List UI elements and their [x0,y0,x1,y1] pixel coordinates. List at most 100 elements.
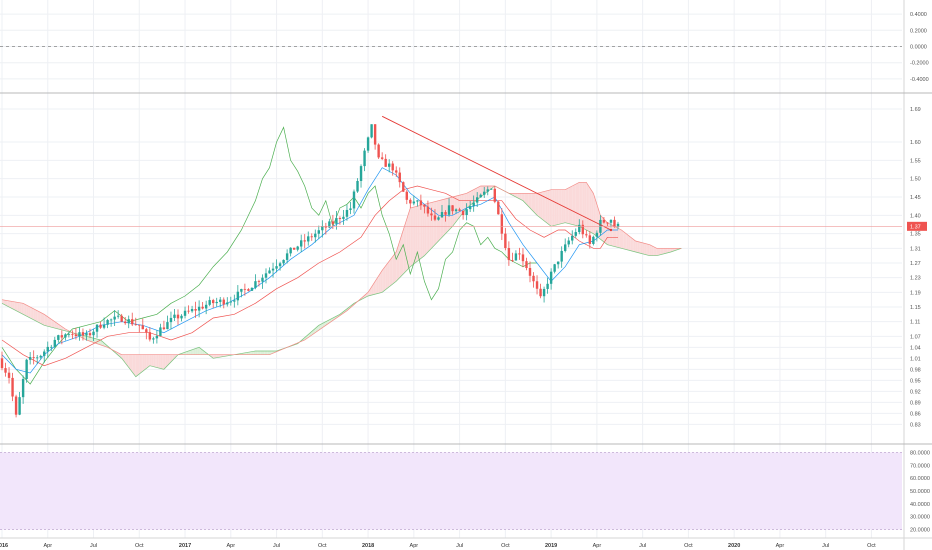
candle-down [138,324,141,326]
candle-down [0,358,4,369]
cloud-segment [2,299,4,305]
cloud-segment [581,182,583,229]
candle-up [296,246,299,250]
cloud-segment [151,354,154,367]
candle-down [310,236,313,238]
candle-up [95,324,99,332]
candle-up [240,288,243,292]
candle-down [257,281,261,282]
cloud-segment [658,248,661,256]
cloud-segment [427,202,430,252]
candle-down [88,333,92,336]
cloud-segment [58,324,61,330]
cloud-segment [380,270,383,293]
candle-up [183,310,187,316]
x-tick-label: Oct [135,543,144,549]
cloud-segment [408,208,411,269]
cloud-segment [390,256,393,286]
cloud-segment [647,244,650,256]
candle-down [426,206,430,214]
candle-down [398,172,401,183]
candle-up [370,124,373,138]
cloud-segment [220,354,222,358]
cloud-segment [197,347,200,355]
candle-up [542,288,546,297]
x-tick-label: 2016 [0,543,8,549]
cloud-segment [595,198,597,237]
candle-down [131,319,134,325]
cloud-segment [155,354,157,368]
cloud-segment [530,193,532,210]
cloud-segment [640,242,643,254]
cloud-segment [670,248,673,252]
cloud-segment [158,354,161,369]
candle-up [261,277,264,282]
cloud-segment [394,252,397,283]
trend-line-segment [381,115,612,231]
cloud-segment [46,315,48,327]
candle-down [4,368,7,373]
cloud-segment [149,354,152,367]
candle-down [373,124,377,145]
candle-down [588,235,592,244]
cloud-segment [246,352,249,355]
cloud-segment [200,348,203,355]
candle-up [53,339,56,347]
cloud-segment [37,310,39,323]
cloud-segment [521,193,523,201]
cloud-segment [440,199,442,240]
candle-up [155,335,159,339]
price-pane[interactable] [0,115,902,418]
cloud-segment [125,354,127,366]
cloud-segment [399,235,402,278]
x-tick-label: Apr [43,543,52,549]
y-tick-label: 0.95 [910,378,921,384]
candle-down [141,325,144,330]
cloud-segment [468,191,471,207]
candle-down [145,329,148,333]
candle-down [409,199,412,204]
cloud-segment [258,351,261,355]
cloud-segment [163,354,166,370]
candle-up [190,309,194,312]
cloud-segment [651,245,654,256]
cloud-segment [584,182,587,230]
candle-up [560,250,563,262]
cloud-segment [266,351,268,355]
oscillator-bottom-pane[interactable] [0,452,902,530]
cloud-segment [190,349,193,355]
cloud-segment [559,189,562,225]
cloud-segment [23,303,25,316]
cloud-segment [273,351,275,354]
candle-down [292,247,296,250]
cloud-segment [424,203,427,256]
candle-down [458,209,461,211]
candle-down [247,289,250,291]
ichimoku-lines [1,126,618,385]
candle-down [162,327,166,330]
cloud-segment [436,200,439,243]
cloud-segment [51,319,54,328]
cloud-segment [480,186,483,197]
y-tick-label: 60.0000 [910,476,930,482]
cloud-segment [463,193,465,213]
candle-down [120,315,123,322]
candle-up [102,324,106,328]
y-tick-label: 50.0000 [910,489,930,495]
cloud-segment [250,351,252,355]
cloud-segment [433,201,435,247]
y-tick-label: 1.27 [910,261,921,267]
candle-down [11,377,14,397]
y-tick-label: 70.0000 [910,463,930,469]
cloud-segment [165,354,168,368]
y-tick-label: 1.35 [910,232,921,238]
cloud-segment [47,316,50,327]
cloud-segment [44,314,46,326]
cloud-segment [130,354,133,373]
cloud-segment [522,193,525,203]
cloud-segment [442,199,444,238]
cloud-segment [135,354,138,377]
x-tick-label: Oct [684,543,693,549]
